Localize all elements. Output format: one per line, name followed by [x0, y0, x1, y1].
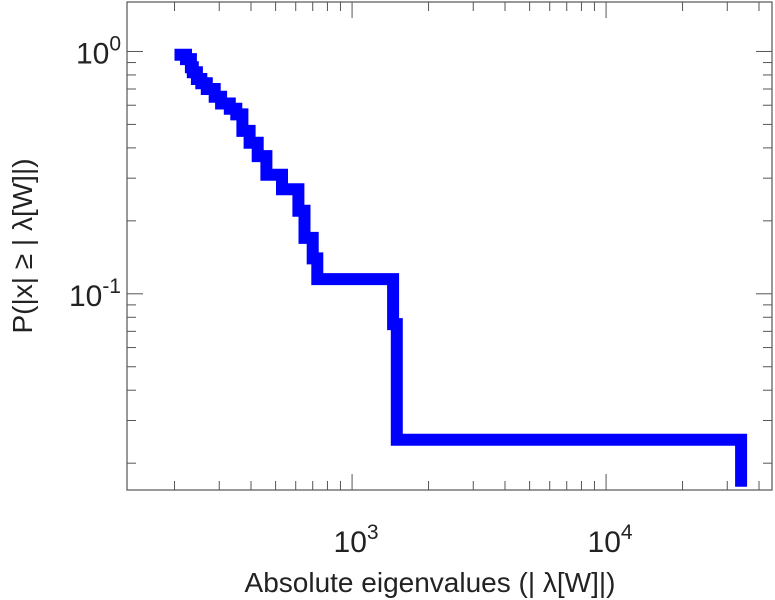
x-axis-label: Absolute eigenvalues (| λ[W]|): [245, 567, 616, 598]
x-tick-label: 104: [588, 521, 633, 559]
tick-marks: [127, 2, 772, 490]
plot-frame: [126, 1, 773, 491]
y-axis-label: P(|x| ≥ | λ[W]|): [7, 158, 38, 333]
x-tick-label: 103: [334, 521, 379, 559]
series-layer: [174, 48, 748, 487]
y-tick-label: 100: [76, 32, 121, 70]
y-tick-label: 10-1: [69, 275, 121, 313]
series-line: [174, 48, 748, 487]
tick-labels: 103 104 100 10-1: [69, 32, 633, 559]
